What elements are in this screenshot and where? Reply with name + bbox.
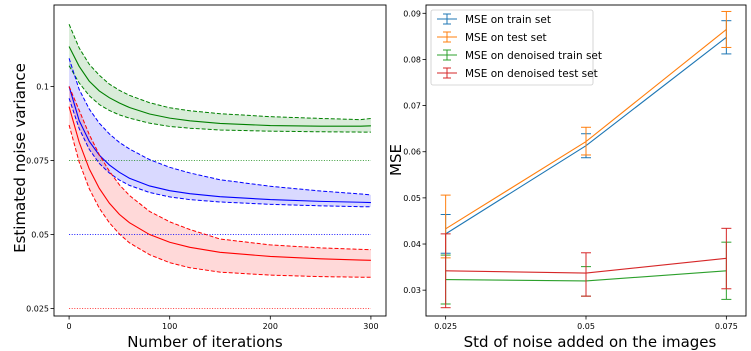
y-axis-title-left: Estimated noise variance xyxy=(11,63,29,253)
y-tick-label: 0.06 xyxy=(403,148,421,157)
x-tick-label: 0.075 xyxy=(715,322,738,331)
legend-label: MSE on denoised test set xyxy=(465,68,598,80)
y-tick-label: 0.025 xyxy=(26,305,49,314)
legend-box xyxy=(430,9,594,86)
mean-line xyxy=(68,86,371,204)
upper-bound-line xyxy=(68,86,371,251)
x-axis-title-left: Number of iterations xyxy=(127,333,283,351)
x-tick-label: 300 xyxy=(363,322,378,331)
confidence-band xyxy=(69,24,371,133)
x-tick-label: 200 xyxy=(263,322,278,331)
confidence-band xyxy=(69,86,371,278)
y-tick-label: 0.08 xyxy=(403,55,421,64)
x-tick-label: 0.05 xyxy=(577,322,595,331)
legend: MSE on train set MSE on test set MSE on de… xyxy=(430,9,602,86)
legend-label: MSE on test set xyxy=(465,32,547,44)
y-axis-title-right: MSE xyxy=(387,144,405,176)
upper-bound-line xyxy=(68,24,371,121)
x-tick-label: 0.025 xyxy=(434,322,457,331)
y-tick-label: 0.04 xyxy=(403,240,421,249)
y-tick-label: 0.09 xyxy=(403,9,421,18)
error-bars xyxy=(440,10,732,309)
noise-variance-panel: 0 100 200 300 0.025 0.05 0.075 0.1 Number of it… xyxy=(11,4,387,351)
mean-line xyxy=(68,106,371,261)
mean-line xyxy=(68,46,371,127)
upper-bound-line xyxy=(68,58,371,196)
y-tick-label: 0.075 xyxy=(26,157,49,166)
y-tick-label: 0.03 xyxy=(403,286,421,295)
legend-label: MSE on train set xyxy=(465,14,551,26)
axis-ticks-left-panel: 0 100 200 300 0.025 0.05 0.075 0.1 xyxy=(26,82,378,331)
lower-bound-line xyxy=(68,124,371,278)
y-tick-label: 0.05 xyxy=(403,194,421,203)
y-tick-label: 0.1 xyxy=(36,82,49,91)
series-lines xyxy=(68,24,371,309)
confidence-bands xyxy=(69,24,371,278)
lower-bound-line xyxy=(68,65,371,133)
x-tick-label: 0 xyxy=(67,322,72,331)
y-tick-label: 0.05 xyxy=(31,231,49,240)
x-axis-title-right: Std of noise added on the images xyxy=(464,333,717,351)
axis-ticks-right-panel: 0.025 0.05 0.075 0.03 0.04 0.05 0.06 0.07 0.08 0.… xyxy=(403,9,738,331)
confidence-band xyxy=(69,58,371,207)
x-tick-label: 100 xyxy=(162,322,177,331)
mse-panel: 0.025 0.05 0.075 0.03 0.04 0.05 0.06 0.07 0.08 0.… xyxy=(387,4,747,351)
legend-label: MSE on denoised train set xyxy=(465,50,602,62)
lower-bound-line xyxy=(68,98,371,208)
y-tick-label: 0.07 xyxy=(403,102,421,111)
